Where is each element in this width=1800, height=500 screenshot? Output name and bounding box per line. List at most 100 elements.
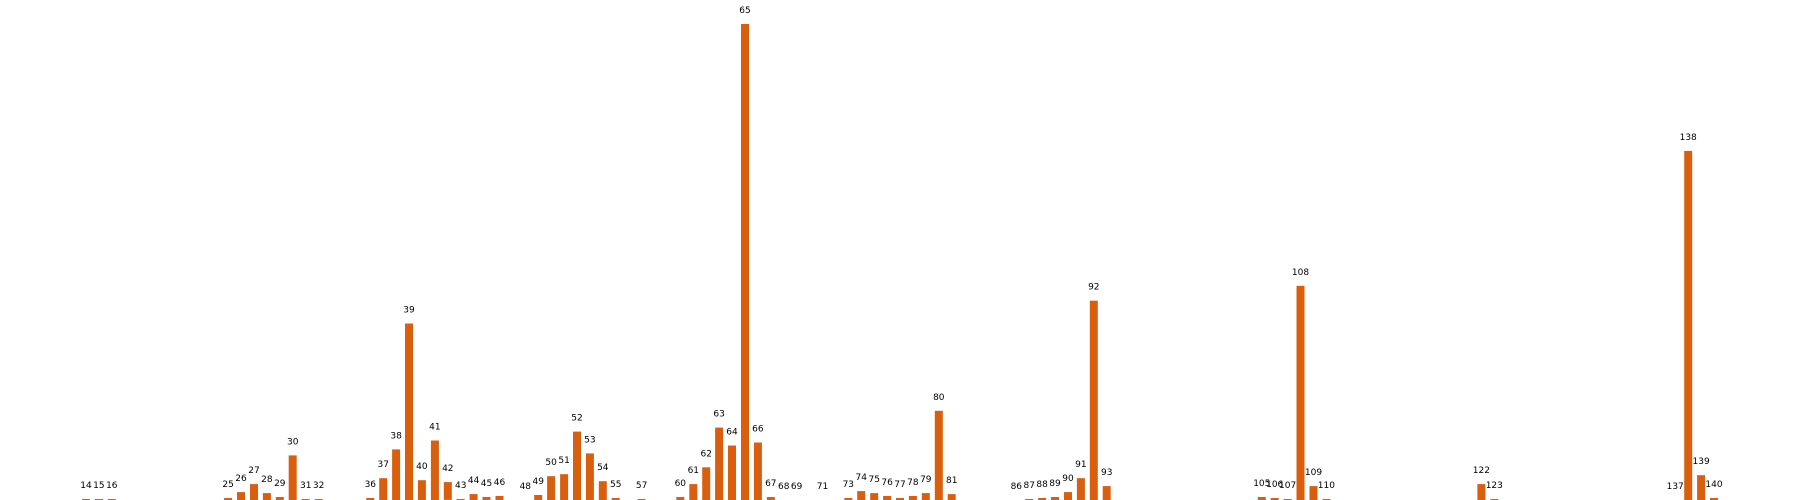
bar-140 bbox=[1710, 498, 1718, 500]
bar-label-108: 108 bbox=[1292, 268, 1309, 278]
bar-label-105: 105 bbox=[1253, 479, 1270, 489]
bar-78 bbox=[908, 496, 917, 500]
bar-label-51: 51 bbox=[558, 456, 569, 466]
bar-label-81: 81 bbox=[946, 476, 957, 486]
bar-label-57: 57 bbox=[636, 481, 647, 491]
bar-label-137: 137 bbox=[1667, 482, 1684, 492]
bar-label-74: 74 bbox=[855, 473, 867, 483]
bar-29 bbox=[275, 497, 284, 500]
bar-label-29: 29 bbox=[274, 479, 286, 489]
bar-93 bbox=[1102, 486, 1111, 500]
bar-67 bbox=[766, 497, 775, 500]
bar-label-75: 75 bbox=[868, 475, 879, 485]
bar-45 bbox=[482, 497, 491, 500]
bar-109 bbox=[1309, 486, 1318, 500]
bar-label-54: 54 bbox=[597, 463, 609, 473]
bar-52 bbox=[573, 431, 581, 500]
bar-label-77: 77 bbox=[894, 480, 905, 490]
bar-label-122: 122 bbox=[1473, 466, 1490, 476]
bar-77 bbox=[896, 498, 904, 500]
bar-53 bbox=[585, 453, 594, 500]
bar-46 bbox=[495, 496, 504, 500]
bar-label-91: 91 bbox=[1075, 460, 1086, 470]
bar-28 bbox=[262, 493, 271, 500]
bar-37 bbox=[379, 478, 388, 500]
bar-label-78: 78 bbox=[907, 478, 919, 488]
bar-label-55: 55 bbox=[610, 480, 621, 490]
bar-label-65: 65 bbox=[739, 6, 750, 16]
bar-26 bbox=[237, 492, 245, 500]
bar-label-40: 40 bbox=[416, 462, 428, 472]
bar-88 bbox=[1038, 498, 1047, 500]
bar-label-79: 79 bbox=[920, 475, 932, 485]
bar-66 bbox=[753, 442, 762, 500]
bar-label-64: 64 bbox=[726, 428, 738, 438]
bar-label-109: 109 bbox=[1305, 468, 1322, 478]
bar-label-53: 53 bbox=[584, 435, 595, 445]
bar-label-106: 106 bbox=[1266, 480, 1283, 490]
bar-64 bbox=[728, 445, 736, 500]
bar-30 bbox=[288, 455, 297, 500]
bar-label-46: 46 bbox=[494, 478, 506, 488]
bar-label-45: 45 bbox=[481, 479, 492, 489]
bar-label-48: 48 bbox=[520, 482, 532, 492]
bar-label-16: 16 bbox=[106, 481, 118, 491]
bar-65 bbox=[741, 24, 749, 500]
bar-122 bbox=[1477, 484, 1486, 500]
bar-label-50: 50 bbox=[545, 458, 557, 468]
bar-39 bbox=[405, 323, 413, 500]
bar-label-138: 138 bbox=[1680, 133, 1697, 143]
bar-label-140: 140 bbox=[1705, 480, 1722, 490]
bar-41 bbox=[430, 440, 439, 500]
bar-label-39: 39 bbox=[403, 306, 415, 316]
bar-label-44: 44 bbox=[468, 476, 480, 486]
bar-label-41: 41 bbox=[429, 423, 440, 433]
bar-73 bbox=[844, 498, 853, 500]
bar-90 bbox=[1064, 492, 1072, 500]
bar-label-25: 25 bbox=[222, 480, 233, 490]
bar-106 bbox=[1270, 498, 1279, 500]
bar-label-43: 43 bbox=[455, 481, 466, 491]
bar-38 bbox=[392, 449, 401, 500]
bar-label-14: 14 bbox=[80, 481, 92, 491]
bar-label-32: 32 bbox=[313, 481, 324, 491]
bar-27 bbox=[250, 484, 258, 500]
bar-label-27: 27 bbox=[248, 466, 259, 476]
bar-44 bbox=[469, 494, 478, 500]
bar-label-139: 139 bbox=[1693, 457, 1710, 467]
bar-label-31: 31 bbox=[300, 481, 311, 491]
bar-label-67: 67 bbox=[765, 479, 776, 489]
bar-label-93: 93 bbox=[1101, 468, 1112, 478]
bar-80 bbox=[934, 410, 943, 500]
bar-79 bbox=[921, 493, 930, 500]
bar-40 bbox=[417, 480, 426, 500]
bar-label-52: 52 bbox=[571, 414, 582, 424]
bar-36 bbox=[366, 498, 375, 500]
bar-label-42: 42 bbox=[442, 464, 453, 474]
bar-108 bbox=[1296, 285, 1305, 500]
bar-label-26: 26 bbox=[235, 474, 247, 484]
bars-group bbox=[82, 24, 1718, 500]
bar-51 bbox=[560, 474, 569, 500]
bar-92 bbox=[1089, 300, 1098, 500]
bar-91 bbox=[1076, 478, 1085, 500]
bar-label-60: 60 bbox=[675, 479, 687, 489]
bar-label-15: 15 bbox=[93, 481, 104, 491]
bar-label-38: 38 bbox=[390, 431, 402, 441]
bar-label-66: 66 bbox=[752, 425, 764, 435]
bar-25 bbox=[224, 498, 233, 500]
bar-61 bbox=[689, 484, 698, 500]
bar-139 bbox=[1697, 475, 1706, 500]
bar-label-76: 76 bbox=[881, 478, 893, 488]
bar-label-90: 90 bbox=[1062, 474, 1074, 484]
bar-138 bbox=[1684, 150, 1693, 500]
bar-label-89: 89 bbox=[1049, 479, 1061, 489]
bar-label-62: 62 bbox=[700, 449, 711, 459]
bar-label-69: 69 bbox=[791, 482, 803, 492]
bar-label-92: 92 bbox=[1088, 283, 1099, 293]
bar-50 bbox=[547, 476, 556, 500]
bar-label-73: 73 bbox=[843, 480, 854, 490]
bar-89 bbox=[1051, 497, 1059, 500]
bar-label-88: 88 bbox=[1036, 480, 1048, 490]
